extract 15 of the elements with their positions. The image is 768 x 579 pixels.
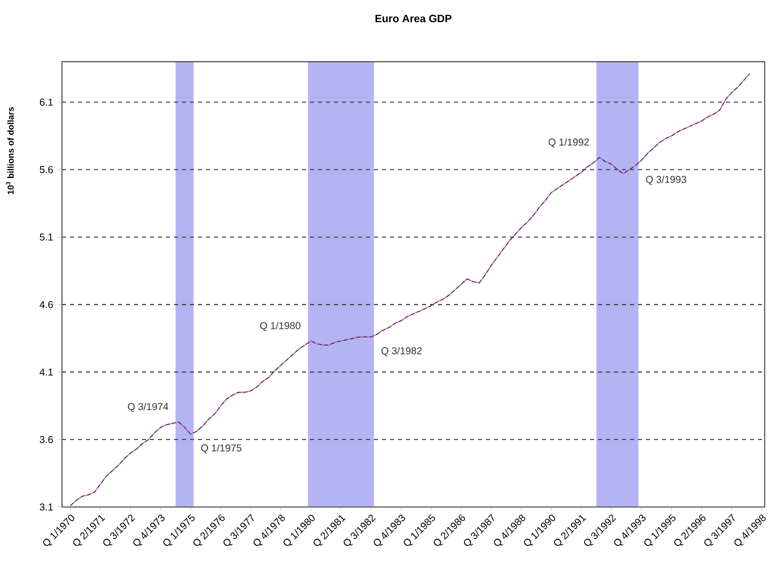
y-tick-label: 6.1 [40,98,53,106]
y-tick-label: 4.6 [40,301,53,308]
annotation: Q 3/1982 [381,347,422,356]
y-tick-label: 3.1 [40,503,53,511]
chart-title: Euro Area GDP [376,14,452,22]
y-tick-label: 5.6 [40,166,53,174]
annotation: Q 1/1975 [201,444,242,454]
y-axis-title: 10$^{3}$ billions of dollars [6,107,14,194]
y-tick-label: 5.1 [40,234,53,241]
annotation: Q 1/1992 [548,138,589,148]
y-tick-label: 3.6 [40,436,53,444]
annotation: Q 1/1980 [260,322,300,331]
annotation: Q 3/1974 [128,402,168,412]
y-tick-label: 4.1 [40,368,53,376]
annotation: Q 3/1993 [646,176,686,185]
